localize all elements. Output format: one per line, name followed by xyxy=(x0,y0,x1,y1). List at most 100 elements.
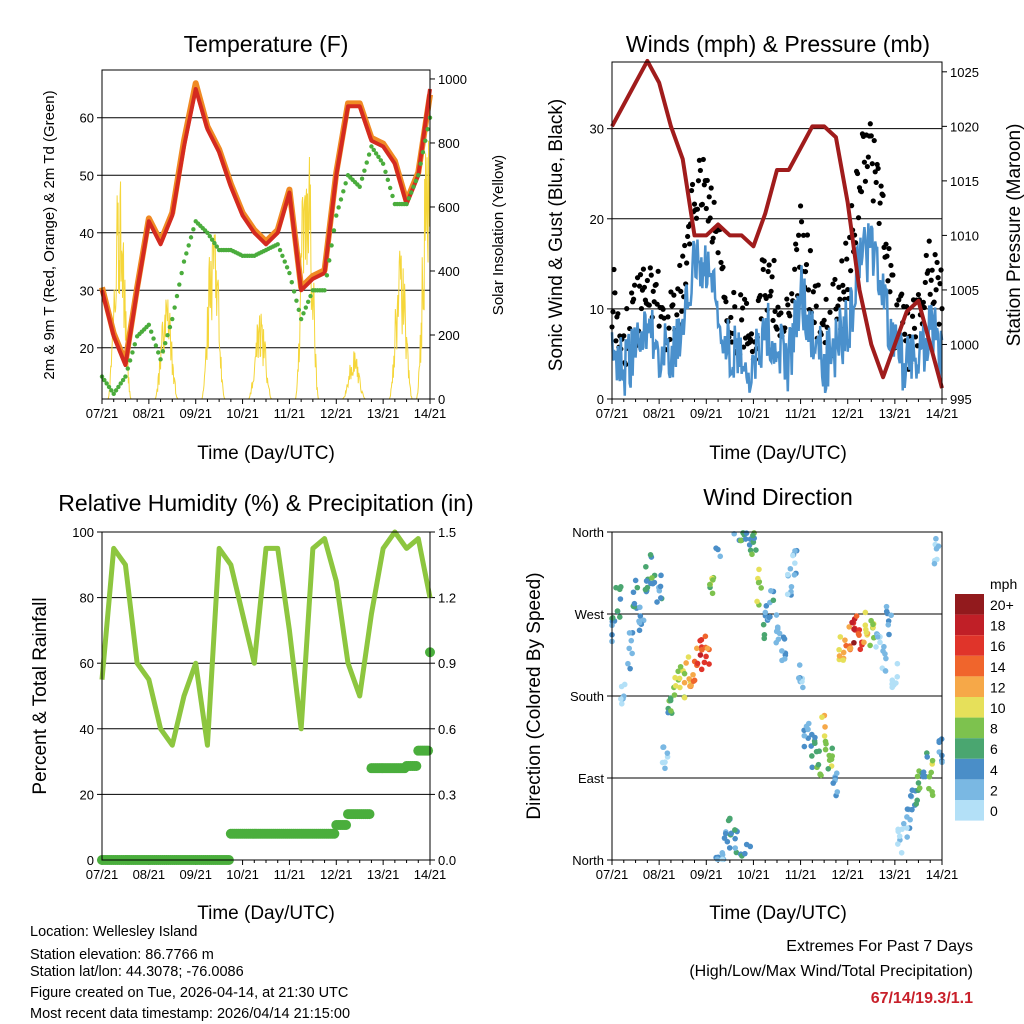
dewpoint-point xyxy=(156,350,161,355)
gust-point xyxy=(899,291,905,297)
wind-direction-point xyxy=(787,565,794,572)
gust-point xyxy=(840,282,846,288)
gust-point xyxy=(674,312,680,318)
wind-direction-point xyxy=(618,696,624,702)
gust-point xyxy=(631,296,637,302)
gust-point xyxy=(661,315,667,321)
gust-point xyxy=(864,163,870,170)
dewpoint-point xyxy=(186,243,191,248)
wind-direction-point xyxy=(882,668,889,674)
dewpoint-point xyxy=(357,184,362,189)
wind-direction-point xyxy=(634,584,641,591)
wind-direction-point xyxy=(907,793,914,799)
x-tick-label: 08/21 xyxy=(133,867,166,882)
dewpoint-point xyxy=(334,213,339,218)
dewpoint-point xyxy=(383,169,388,175)
wind-direction-point xyxy=(822,724,828,730)
legend-swatch xyxy=(955,655,984,677)
gust-point xyxy=(807,248,813,254)
wind-direction-point xyxy=(870,621,876,628)
wind-direction-point xyxy=(760,621,767,628)
wind-direction-point xyxy=(732,845,739,851)
x-tick-label: 13/21 xyxy=(367,406,400,421)
wind-direction-point xyxy=(753,547,759,553)
wind-direction-point xyxy=(637,604,643,611)
y-right-tick-label: 1020 xyxy=(950,119,979,134)
wind-direction-point xyxy=(717,553,724,560)
dewpoint-point xyxy=(165,332,170,338)
gust-point xyxy=(694,206,701,212)
wind-direction-point xyxy=(862,609,869,616)
wind-direction-point xyxy=(683,660,689,666)
dewpoint-point xyxy=(305,299,311,304)
gust-point xyxy=(896,297,902,303)
gust-point xyxy=(711,199,717,205)
wind-direction-point xyxy=(899,826,905,832)
y-tick-label: 30 xyxy=(590,122,604,137)
gust-point xyxy=(923,252,929,259)
gust-point xyxy=(678,288,684,295)
gust-point xyxy=(656,323,662,329)
wind-direction-point xyxy=(836,646,842,653)
wind-direction-point xyxy=(842,637,848,643)
gust-point xyxy=(837,296,843,302)
gust-point xyxy=(862,178,868,184)
wind-direction-point xyxy=(616,614,623,620)
legend-label: 4 xyxy=(990,762,998,778)
gust-point xyxy=(767,293,773,299)
wind-direction-point xyxy=(647,552,654,558)
wind-direction-point xyxy=(900,820,907,827)
gust-point xyxy=(803,261,810,268)
gust-point xyxy=(827,309,833,315)
wind-direction-point xyxy=(863,629,870,636)
y-tick-label: 60 xyxy=(80,111,94,126)
wind-direction-point xyxy=(779,657,785,664)
dewpoint-point xyxy=(289,280,294,285)
y-tick-label: 40 xyxy=(80,226,94,241)
wind-direction-point xyxy=(632,577,639,584)
wind-direction-point xyxy=(907,816,913,823)
wind-direction-point xyxy=(791,572,798,578)
wind-direction-point xyxy=(701,659,708,666)
gust-point xyxy=(858,189,865,195)
gust-point xyxy=(680,253,686,259)
gust-point xyxy=(768,288,774,294)
wind-direction-point xyxy=(742,850,748,857)
dewpoint-point xyxy=(153,343,159,348)
wind-direction-point xyxy=(750,532,756,539)
gust-point xyxy=(666,325,672,331)
wind-direction-point xyxy=(788,583,795,590)
y-right-tick-label: 1010 xyxy=(950,228,979,243)
wind-direction-point xyxy=(761,631,768,638)
wind-direction-point xyxy=(815,761,822,768)
dewpoint-point xyxy=(409,190,414,195)
wind-direction-point xyxy=(840,657,847,663)
gust-point xyxy=(610,309,616,315)
y-right-tick-label: 1000 xyxy=(950,337,979,352)
temperature-ylabel: 2m & 9m T (Red, Orange) & 2m Td (Green) xyxy=(41,90,58,379)
gust-point xyxy=(757,292,763,299)
wind-direction-point xyxy=(618,683,625,690)
gust-point xyxy=(696,157,703,163)
gust-point xyxy=(902,331,908,337)
y-right-tick-label: 1.5 xyxy=(438,525,456,540)
dewpoint-point xyxy=(371,147,376,153)
gust-point xyxy=(793,241,799,247)
gust-point xyxy=(938,267,944,273)
legend-label: 2 xyxy=(990,782,998,798)
wind-direction-point xyxy=(924,754,931,760)
wind-direction-point xyxy=(690,678,697,684)
y-right-tick-label: 1.2 xyxy=(438,591,456,606)
wind-direction-ylabel: Direction (Colored By Speed) xyxy=(524,572,545,819)
wind-direction-point xyxy=(697,652,704,658)
gust-point xyxy=(706,194,712,200)
x-tick-label: 12/21 xyxy=(320,406,353,421)
wind-direction-point xyxy=(654,599,660,605)
wind-direction-point xyxy=(676,675,683,682)
gust-point xyxy=(849,203,855,209)
gust-point xyxy=(890,272,896,278)
gust-point xyxy=(701,182,707,188)
y-right-tick-label: 0.9 xyxy=(438,656,456,671)
dewpoint-point xyxy=(362,168,367,173)
